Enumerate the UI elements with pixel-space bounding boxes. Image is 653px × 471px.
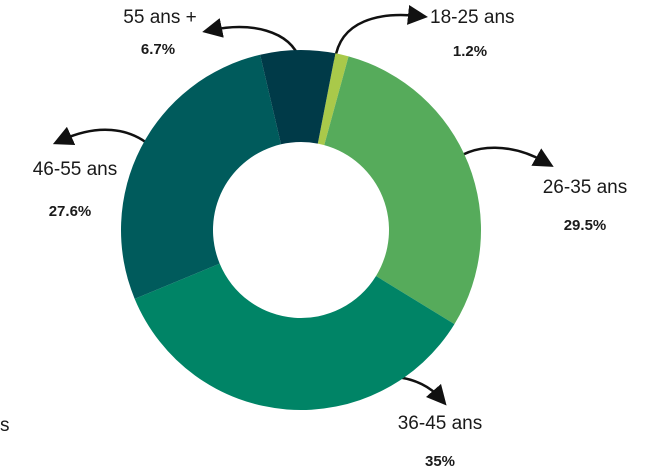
- value-label: 35%: [425, 453, 455, 470]
- value-label: 29.5%: [564, 217, 607, 234]
- donut-slice: [120, 54, 282, 299]
- annotation: s: [0, 415, 10, 436]
- value-label: 6.7%: [141, 41, 175, 58]
- category-label: 18-25 ans: [430, 7, 515, 28]
- category-label: 36-45 ans: [398, 413, 483, 434]
- value-label: 27.6%: [49, 203, 92, 220]
- donut-slice: [260, 50, 336, 145]
- donut-slice: [317, 53, 349, 146]
- category-label: 26-35 ans: [543, 177, 628, 198]
- donut-slice: [324, 56, 481, 325]
- category-label: 55 ans +: [123, 7, 196, 28]
- value-label: 1.2%: [453, 43, 487, 60]
- category-label: 46-55 ans: [33, 159, 118, 180]
- donut-slice: [134, 263, 455, 410]
